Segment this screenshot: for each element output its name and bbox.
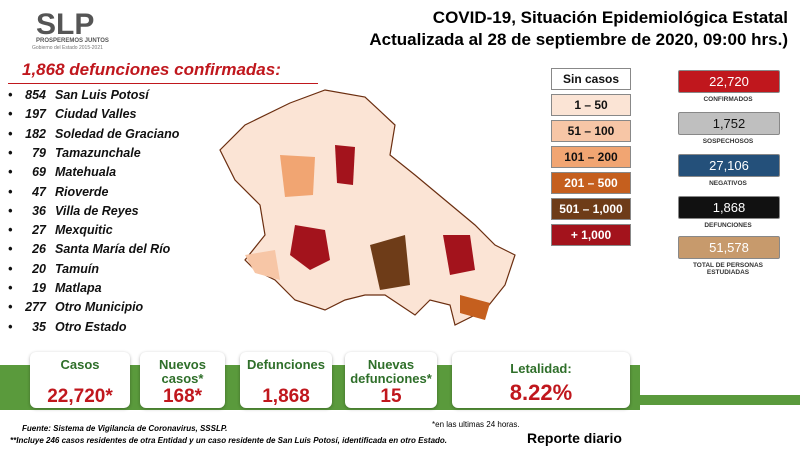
- bullet: •: [8, 107, 13, 122]
- bullet: •: [8, 300, 13, 315]
- municipality: Otro Municipio: [55, 300, 144, 315]
- logo: SLP: [36, 8, 95, 41]
- bullet: •: [8, 203, 13, 218]
- summary-value: 168*: [162, 386, 203, 407]
- death-count: 19: [32, 281, 46, 295]
- municipality: Tamazunchale: [55, 145, 141, 160]
- municipality: Ciudad Valles: [55, 107, 137, 122]
- legend-item: 101 – 200: [551, 146, 631, 168]
- summary-label: Letalidad:: [510, 361, 572, 376]
- municipality: Rioverde: [55, 184, 109, 199]
- stat-label: SOSPECHOSOS: [702, 138, 754, 145]
- bullet: •: [8, 319, 13, 334]
- summary-value: 22,720*: [47, 386, 113, 407]
- report-label: Reporte diario: [527, 430, 622, 446]
- death-count: 69: [32, 165, 46, 180]
- death-count: 197: [25, 107, 46, 122]
- summary-card: Letalidad: 8.22%: [452, 352, 630, 408]
- summary-value: 8.22%: [509, 380, 573, 405]
- municipality: Villa de Reyes: [55, 203, 139, 218]
- summary-card: Defunciones 1,868: [240, 352, 332, 408]
- deaths-heading: 1,868 defunciones confirmadas:: [22, 60, 281, 79]
- death-count: 277: [25, 300, 46, 315]
- municipality: Matlapa: [55, 281, 102, 295]
- bullet: •: [8, 223, 13, 238]
- legend-item: 51 – 100: [551, 120, 631, 142]
- region: [280, 155, 315, 197]
- region: [443, 235, 475, 275]
- region: [335, 145, 355, 185]
- stat-value: 51,578: [678, 236, 780, 259]
- bullet: •: [8, 242, 13, 257]
- bullet: •: [8, 126, 13, 141]
- summary-label: Nuevos casos*: [159, 357, 206, 386]
- death-count: 854: [25, 88, 46, 102]
- title: COVID-19, Situación Epidemiológica Estat…: [432, 8, 788, 27]
- death-count: 79: [32, 145, 46, 160]
- summary-card: Nuevos casos* 168*: [140, 352, 225, 408]
- stat-label: CONFIRMADOS: [703, 96, 753, 103]
- summary-label: Defunciones: [246, 357, 325, 372]
- municipality: Matehuala: [55, 165, 117, 180]
- death-count: 182: [25, 126, 46, 141]
- region: [290, 225, 330, 270]
- summary-card: Nuevas defunciones* 15: [345, 352, 437, 408]
- divider: [8, 83, 318, 84]
- stat-label: TOTAL DE PERSONAS ESTUDIADAS: [692, 262, 764, 276]
- bullet: •: [8, 145, 13, 160]
- region: [370, 235, 410, 290]
- logo-tagline: PROSPEREMOS JUNTOS: [36, 38, 109, 44]
- death-count: 36: [32, 203, 46, 218]
- legend-item: 201 – 500: [551, 172, 631, 194]
- municipality: Soledad de Graciano: [55, 126, 180, 141]
- stat-value: 22,720: [678, 70, 780, 93]
- source: Fuente: Sistema de Vigilancia de Coronav…: [22, 424, 228, 433]
- state-outline: [219, 89, 516, 326]
- summary-value: 15: [380, 386, 402, 407]
- summary-label: Casos: [60, 357, 100, 372]
- municipality: San Luis Potosí: [55, 88, 149, 102]
- legend-item: + 1,000: [551, 224, 631, 246]
- bullet: •: [8, 184, 13, 199]
- death-count: 47: [32, 184, 46, 199]
- bullet: •: [8, 281, 13, 295]
- bullet: •: [8, 261, 13, 276]
- subtitle: Actualizada al 28 de septiembre de 2020,…: [369, 30, 788, 49]
- stat-label: DEFUNCIONES: [704, 222, 752, 229]
- summary-label: Nuevas defunciones*: [350, 357, 432, 386]
- stat-label: NEGATIVOS: [709, 180, 747, 187]
- bullet: •: [8, 165, 13, 180]
- stat-value: 27,106: [678, 154, 780, 177]
- summary-band-tail: [640, 395, 800, 405]
- legend-item: 1 – 50: [551, 94, 631, 116]
- death-count: 27: [32, 223, 46, 238]
- legend-item: 501 – 1,000: [551, 198, 631, 220]
- death-count: 35: [32, 319, 46, 334]
- bullet: •: [8, 88, 13, 102]
- logo-sub: Gobierno del Estado 2015-2021: [32, 45, 103, 51]
- municipality: Tamuín: [55, 261, 99, 276]
- region: [460, 295, 490, 320]
- legend-item: Sin casos: [551, 68, 631, 90]
- map: [219, 89, 516, 326]
- municipality: Otro Estado: [55, 319, 127, 334]
- municipality: Mexquitic: [55, 223, 113, 238]
- stat-value: 1,752: [678, 112, 780, 135]
- stat-value: 1,868: [678, 196, 780, 219]
- summary-card: Casos 22,720*: [30, 352, 130, 408]
- last-24-note: *en las ultimas 24 horas.: [432, 420, 520, 429]
- note: **Incluye 246 casos residentes de otra E…: [10, 436, 448, 445]
- municipality: Santa María del Río: [55, 242, 171, 257]
- death-count: 20: [32, 261, 46, 276]
- death-count: 26: [32, 242, 46, 257]
- summary-value: 1,868: [262, 386, 310, 407]
- region: [245, 250, 280, 280]
